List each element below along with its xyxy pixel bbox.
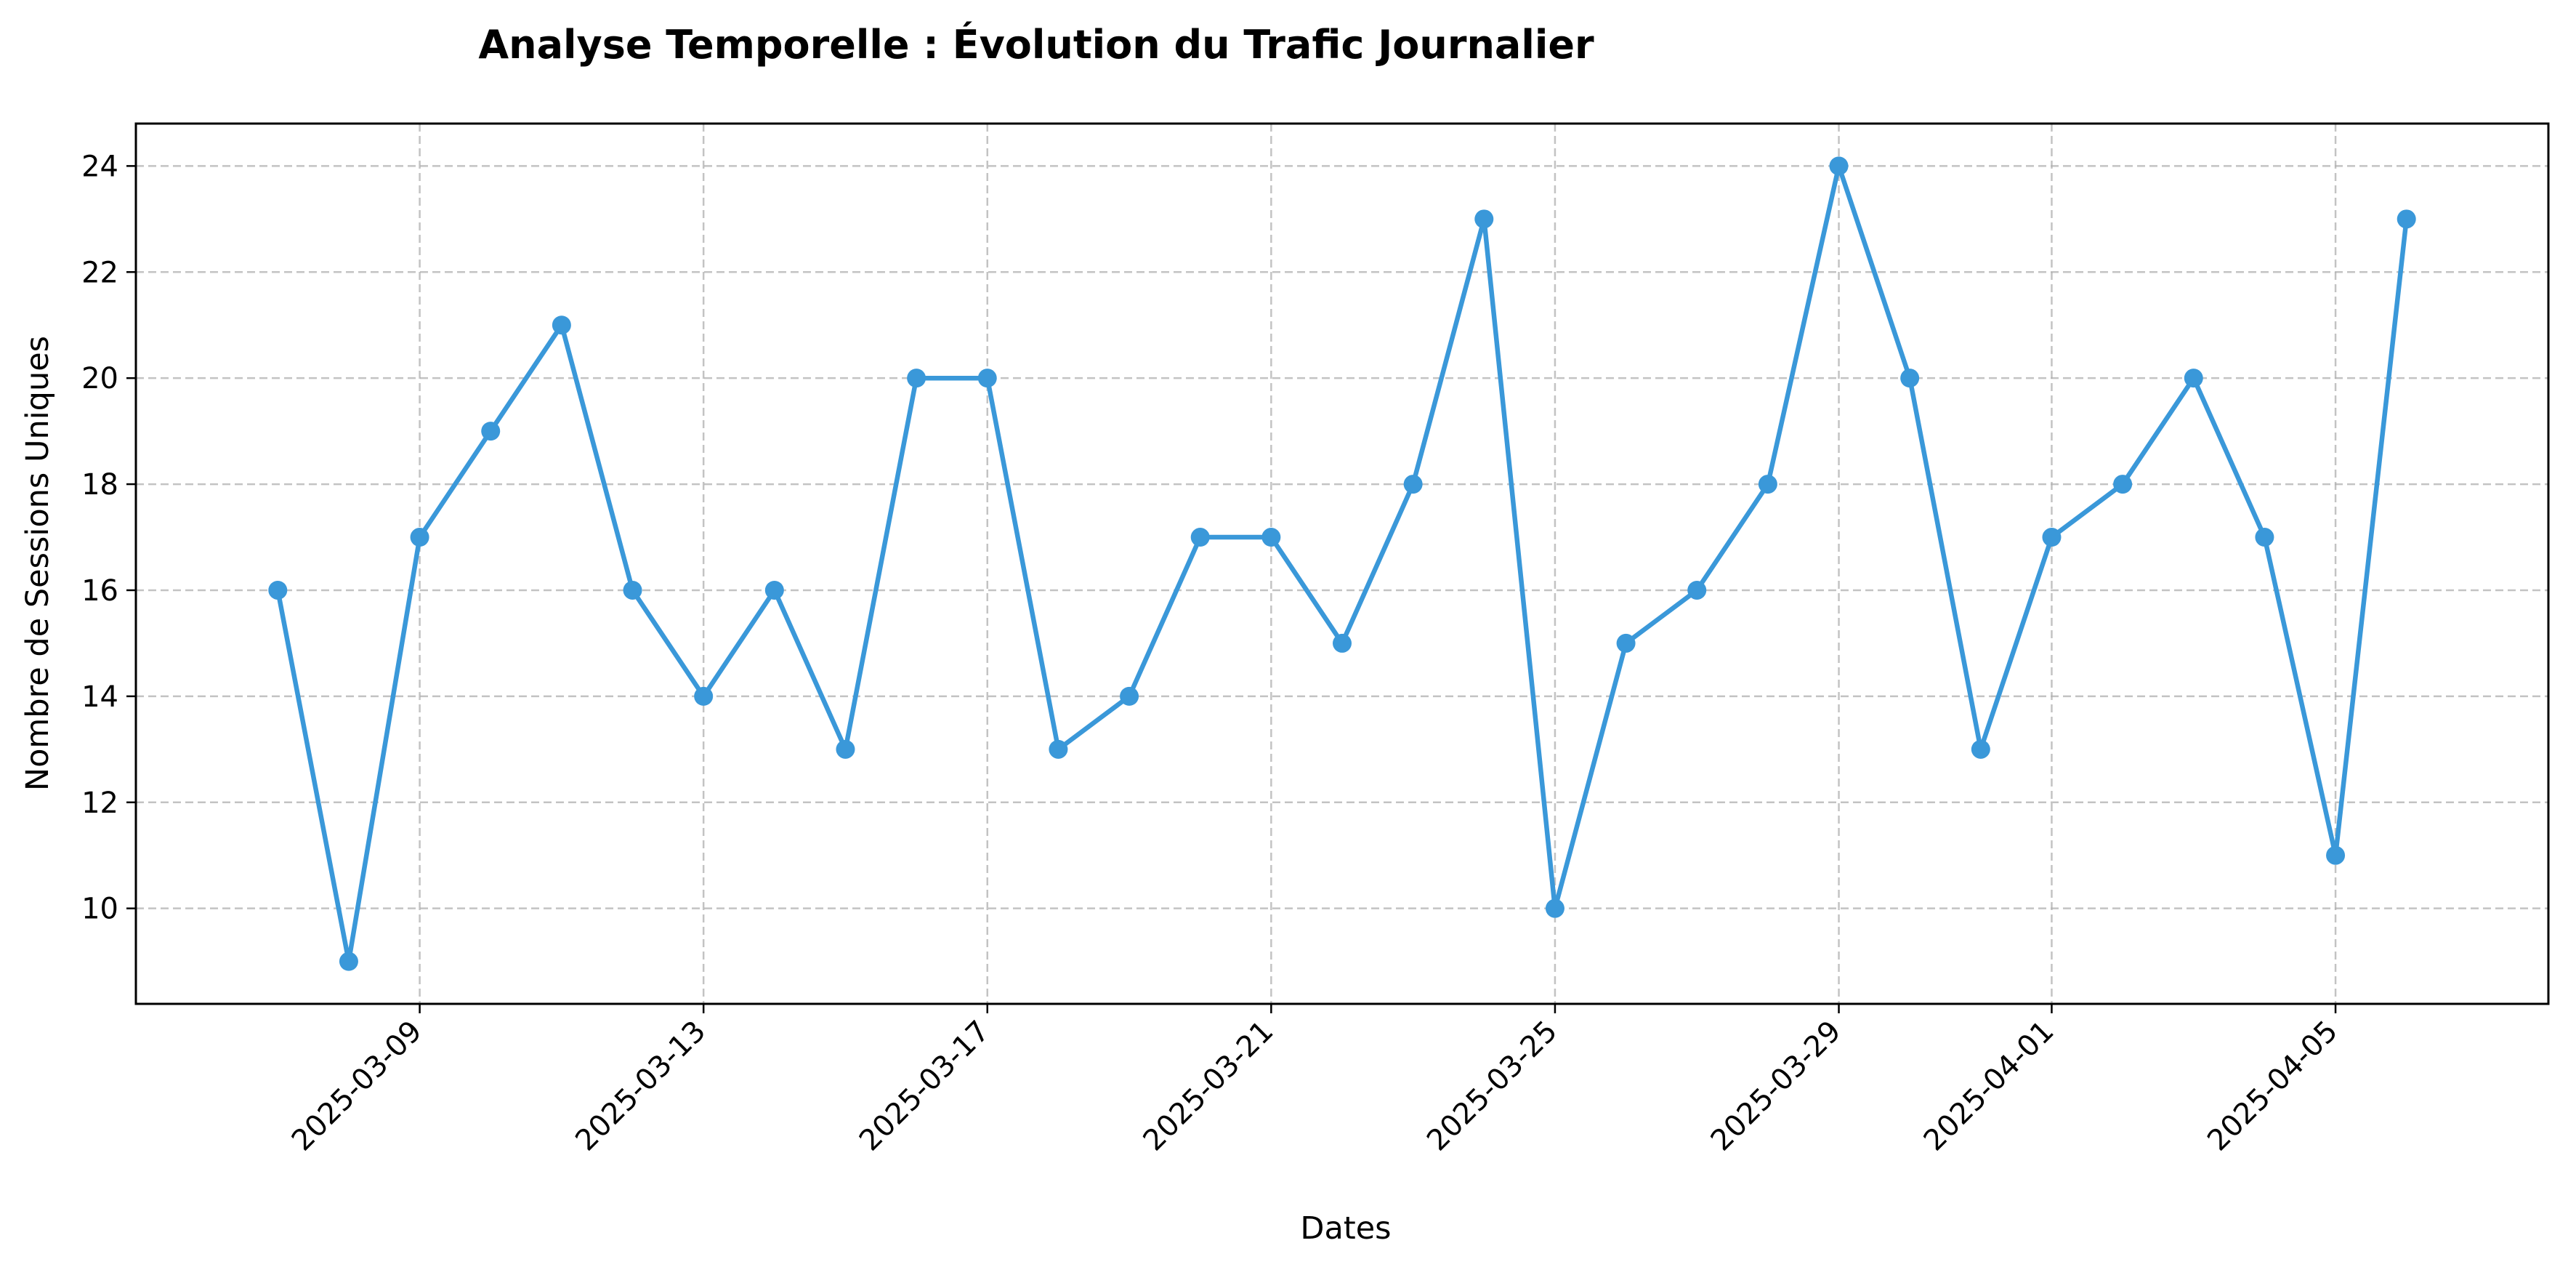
- y-tick-label: 16: [81, 574, 118, 608]
- data-point: [1403, 475, 1423, 494]
- data-point: [623, 580, 642, 600]
- data-point: [1049, 739, 1068, 759]
- data-point: [481, 422, 501, 441]
- x-tick-label: 2025-03-17: [853, 1015, 996, 1158]
- data-point: [2042, 528, 2062, 547]
- data-point: [1333, 633, 1352, 653]
- data-point: [339, 952, 358, 971]
- x-tick-label: 2025-03-21: [1137, 1015, 1280, 1158]
- data-point: [268, 580, 288, 600]
- data-point: [1545, 898, 1564, 918]
- x-tick-label: 2025-04-01: [1918, 1015, 2061, 1158]
- x-axis-label: Dates: [1300, 1210, 1391, 1247]
- data-point: [2326, 845, 2346, 865]
- data-point: [764, 580, 784, 600]
- series-layer: [268, 156, 2416, 971]
- y-tick-label: 14: [81, 680, 118, 714]
- y-tick-label: 20: [81, 362, 118, 395]
- y-tick-label: 24: [81, 150, 118, 183]
- y-axis-label: Nombre de Sessions Uniques: [20, 336, 56, 791]
- data-point: [694, 686, 714, 706]
- x-tick-label: 2025-03-29: [1705, 1015, 1848, 1158]
- plot-frame: [134, 122, 2550, 1005]
- data-point: [977, 369, 997, 388]
- data-point: [907, 369, 926, 388]
- axis-ticks: 10 12 14 16 18 20 22 24 2025-03-09 2025-03-13 2025…: [81, 150, 2344, 1157]
- data-point: [1687, 580, 1707, 600]
- data-point: [1474, 209, 1494, 229]
- data-point: [2113, 475, 2133, 494]
- data-point: [1616, 633, 1636, 653]
- data-point: [2255, 528, 2274, 547]
- x-tick-label: 2025-04-05: [2201, 1015, 2344, 1158]
- data-point: [410, 528, 429, 547]
- data-point: [1829, 156, 1849, 176]
- series-line: [275, 164, 2409, 964]
- x-tick-label: 2025-03-25: [1421, 1015, 1564, 1158]
- data-point: [1190, 528, 1210, 547]
- data-point: [1900, 369, 1920, 388]
- y-tick-label: 22: [81, 256, 118, 289]
- y-tick-label: 18: [81, 468, 118, 502]
- y-tick-label: 10: [81, 893, 118, 926]
- data-point: [1758, 475, 1777, 494]
- chart-title: Analyse Temporelle : Évolution du Trafic…: [478, 22, 1594, 68]
- y-tick-label: 12: [81, 787, 118, 820]
- x-tick-label: 2025-03-13: [569, 1015, 712, 1158]
- grid: [136, 124, 2548, 1004]
- data-point: [1120, 686, 1139, 706]
- data-point: [2184, 369, 2203, 388]
- data-point: [2397, 209, 2416, 229]
- x-tick-label: 2025-03-09: [286, 1015, 429, 1158]
- data-point: [836, 739, 855, 759]
- data-point: [552, 315, 571, 335]
- data-point: [1261, 528, 1281, 547]
- data-point: [1971, 739, 1990, 759]
